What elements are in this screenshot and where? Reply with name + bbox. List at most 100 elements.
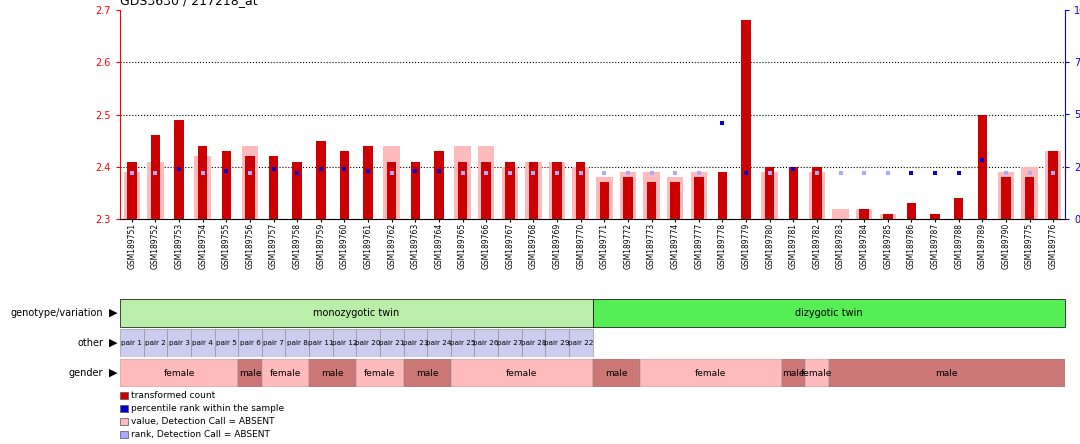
Text: pair 2: pair 2 <box>145 340 166 346</box>
Bar <box>765 167 774 219</box>
Bar <box>782 359 805 387</box>
Bar <box>667 177 684 219</box>
Bar <box>120 432 127 438</box>
Bar <box>1022 167 1038 219</box>
Bar <box>647 182 657 219</box>
Bar <box>639 359 782 387</box>
Bar <box>1001 177 1011 219</box>
Bar <box>572 167 589 219</box>
Bar <box>998 172 1014 219</box>
Bar <box>977 115 987 219</box>
Bar <box>450 329 474 357</box>
Bar <box>805 359 828 387</box>
Bar <box>363 146 373 219</box>
Text: pair 22: pair 22 <box>568 340 593 346</box>
Bar <box>174 120 184 219</box>
Bar <box>242 146 258 219</box>
Bar <box>120 405 127 412</box>
Text: transformed count: transformed count <box>131 391 215 400</box>
Text: female: female <box>505 369 538 377</box>
Bar <box>593 299 1065 327</box>
Text: pair 6: pair 6 <box>240 340 260 346</box>
Text: pair 3: pair 3 <box>168 340 189 346</box>
Bar <box>569 329 593 357</box>
Bar <box>333 329 356 357</box>
Text: genotype/variation: genotype/variation <box>11 308 104 318</box>
Bar <box>482 162 491 219</box>
Bar <box>167 329 191 357</box>
Bar <box>215 329 238 357</box>
Bar <box>404 329 427 357</box>
Bar <box>545 329 569 357</box>
Bar <box>245 156 255 219</box>
Bar <box>120 392 127 399</box>
Bar <box>501 167 518 219</box>
Bar <box>238 329 261 357</box>
Text: female: female <box>163 369 194 377</box>
Text: dizygotic twin: dizygotic twin <box>795 308 863 318</box>
Bar <box>144 329 167 357</box>
Text: pair 20: pair 20 <box>355 340 381 346</box>
Bar <box>380 329 404 357</box>
Text: pair 23: pair 23 <box>403 340 428 346</box>
Text: male: male <box>782 369 805 377</box>
Bar <box>151 135 160 219</box>
Bar <box>741 20 751 219</box>
Bar <box>828 359 1065 387</box>
Bar <box>812 167 822 219</box>
Bar <box>458 162 468 219</box>
Bar <box>194 156 211 219</box>
Bar <box>599 182 609 219</box>
Bar <box>474 329 498 357</box>
Text: male: male <box>416 369 438 377</box>
Text: male: male <box>239 369 261 377</box>
Bar <box>238 359 261 387</box>
Bar <box>455 146 471 219</box>
Bar <box>883 214 892 219</box>
Bar <box>529 162 538 219</box>
Text: monozygotic twin: monozygotic twin <box>313 308 400 318</box>
Text: male: male <box>605 369 627 377</box>
Bar <box>450 359 593 387</box>
Text: female: female <box>364 369 395 377</box>
Text: female: female <box>801 369 833 377</box>
Text: male: male <box>322 369 343 377</box>
Bar <box>671 182 680 219</box>
Text: ▶: ▶ <box>109 338 118 348</box>
Bar <box>718 172 727 219</box>
Bar <box>261 329 285 357</box>
Bar <box>860 209 869 219</box>
Bar <box>525 162 542 219</box>
Bar <box>833 209 849 219</box>
Text: pair 21: pair 21 <box>379 340 404 346</box>
Bar <box>221 151 231 219</box>
Bar <box>694 177 703 219</box>
Text: pair 1: pair 1 <box>121 340 143 346</box>
Text: pair 29: pair 29 <box>544 340 570 346</box>
Bar <box>120 359 238 387</box>
Bar <box>1025 177 1035 219</box>
Text: rank, Detection Call = ABSENT: rank, Detection Call = ABSENT <box>131 430 270 439</box>
Text: percentile rank within the sample: percentile rank within the sample <box>131 404 284 413</box>
Bar <box>505 162 514 219</box>
Bar <box>761 172 778 219</box>
Bar <box>1045 151 1062 219</box>
Bar <box>127 162 136 219</box>
Text: pair 12: pair 12 <box>332 340 357 346</box>
Bar <box>427 329 450 357</box>
Bar <box>620 172 636 219</box>
Bar <box>285 329 309 357</box>
Bar <box>576 162 585 219</box>
Bar <box>309 359 356 387</box>
Text: other: other <box>78 338 104 348</box>
Text: pair 4: pair 4 <box>192 340 213 346</box>
Text: pair 7: pair 7 <box>264 340 284 346</box>
Bar <box>356 359 404 387</box>
Bar <box>522 329 545 357</box>
Bar <box>596 177 612 219</box>
Bar <box>340 151 349 219</box>
Bar <box>809 172 825 219</box>
Bar <box>690 172 707 219</box>
Text: female: female <box>270 369 301 377</box>
Text: ▶: ▶ <box>109 308 118 318</box>
